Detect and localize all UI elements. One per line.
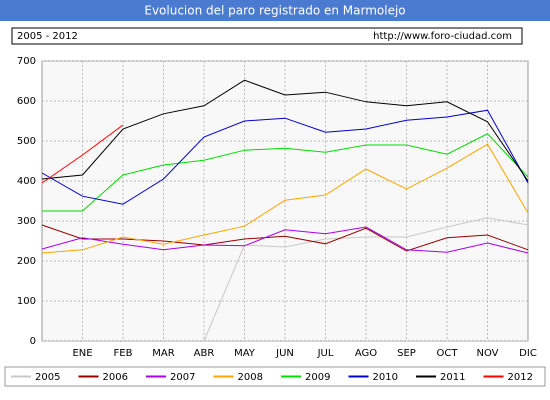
x-tick-label: ENE [72,348,92,359]
y-tick-label: 0 [30,336,36,347]
legend-label: 2005 [35,372,60,383]
legend-label: 2009 [305,372,330,383]
title-bar [0,0,550,21]
x-tick-label: MAY [234,348,256,359]
x-tick-label: SEP [397,348,416,359]
source: http://www.foro-ciudad.com [373,31,512,42]
series-line [41,224,529,252]
series-line [41,143,529,254]
x-tick-label: FEB [114,348,133,359]
y-tick-label: 700 [17,56,36,67]
x-tick-label: MAR [152,348,174,359]
y-tick-label: 300 [17,216,36,227]
series-line [41,124,124,184]
y-tick-label: 200 [17,256,36,267]
legend-label: 2011 [440,372,465,383]
x-tick-label: ABR [194,348,215,359]
x-tick-label: DIC [519,348,537,359]
legend-label: 2010 [373,372,398,383]
x-tick-label: AGO [355,348,377,359]
x-tick-label: NOV [476,348,498,359]
y-tick-label: 400 [17,176,36,187]
series-line [41,109,529,205]
header-box [11,27,523,45]
series-line [42,133,529,212]
legend-label: 2007 [170,372,195,383]
x-tick-label: OCT [437,348,459,359]
x-tick-label: JUL [317,348,334,359]
y-tick-label: 500 [17,136,36,147]
chart-title: Evolucion del paro registrado en Marmole… [144,4,405,18]
series-line [41,79,529,182]
series-line [41,226,529,254]
x-tick-label: JUN [275,348,294,359]
series-line [203,217,529,342]
y-tick-label: 600 [17,96,36,107]
subtitle: 2005 - 2012 [17,31,78,42]
legend-label: 2012 [508,372,533,383]
legend-label: 2006 [103,372,128,383]
y-tick-label: 100 [17,296,36,307]
legend-label: 2008 [238,372,263,383]
legend [4,366,546,387]
